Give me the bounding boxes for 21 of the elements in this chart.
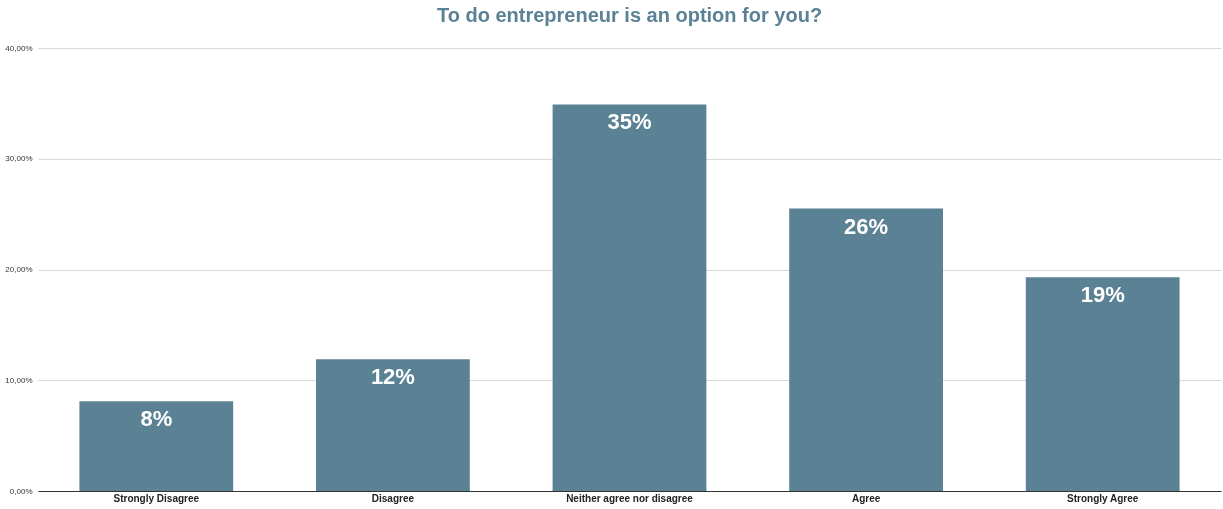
bar — [79, 401, 234, 491]
bar — [552, 104, 707, 491]
data-label: 19% — [1080, 282, 1125, 308]
y-tick-label: 10,00% — [5, 375, 33, 385]
data-label: 35% — [607, 109, 652, 135]
x-tick-label: Strongly Disagree — [113, 492, 200, 504]
y-tick-label: 0,00% — [9, 486, 33, 496]
bar — [1025, 277, 1180, 491]
data-label: 26% — [844, 213, 889, 239]
chart-title: To do entrepreneur is an option for you? — [436, 4, 823, 26]
x-tick-label: Neither agree nor disagree — [566, 492, 694, 504]
x-tick-label: Disagree — [371, 492, 415, 504]
data-label: 12% — [370, 364, 415, 390]
y-tick-label: 30,00% — [5, 154, 33, 164]
y-tick-label: 40,00% — [5, 43, 33, 53]
x-tick-label: Strongly Agree — [1067, 492, 1139, 504]
x-tick-label: Agree — [851, 492, 881, 504]
bar — [789, 208, 943, 491]
bar — [316, 359, 470, 491]
data-label: 8% — [140, 406, 173, 432]
y-tick-label: 20,00% — [5, 265, 33, 274]
